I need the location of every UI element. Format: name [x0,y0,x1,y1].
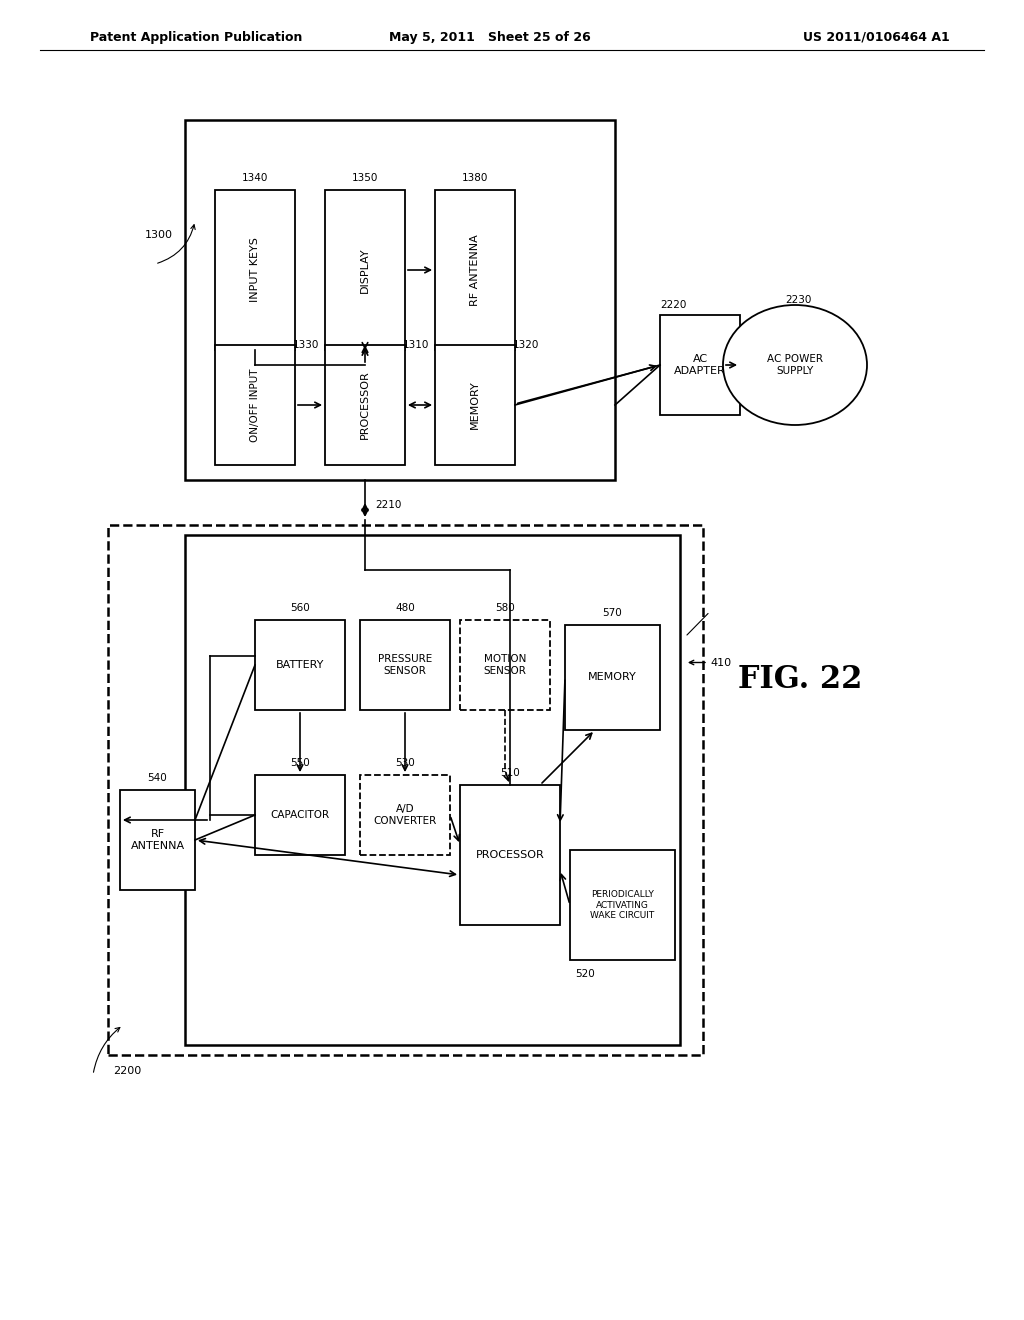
Text: 580: 580 [496,603,515,612]
Bar [360,775,450,855]
Text: 480: 480 [395,603,415,612]
Text: 2220: 2220 [660,300,686,310]
Text: RF ANTENNA: RF ANTENNA [470,234,480,306]
Text: 2230: 2230 [785,294,811,305]
Text: 1310: 1310 [403,341,429,350]
Text: 2200: 2200 [113,1067,141,1076]
Text: FIG. 22: FIG. 22 [738,664,862,696]
Bar [325,345,406,465]
Text: 2210: 2210 [375,500,401,510]
Text: CAPACITOR: CAPACITOR [270,810,330,820]
Bar [108,525,703,1055]
Text: 1340: 1340 [242,173,268,183]
Text: 1330: 1330 [293,341,319,350]
Text: MEMORY: MEMORY [588,672,637,682]
Text: 1380: 1380 [462,173,488,183]
Text: 570: 570 [603,609,623,618]
Text: 550: 550 [290,758,310,768]
Bar [360,620,450,710]
Bar [660,315,740,414]
Text: 560: 560 [290,603,310,612]
Text: 540: 540 [147,774,167,783]
Text: BATTERY: BATTERY [275,660,325,671]
Text: Patent Application Publication: Patent Application Publication [90,30,302,44]
Text: May 5, 2011   Sheet 25 of 26: May 5, 2011 Sheet 25 of 26 [389,30,591,44]
Text: DISPLAY: DISPLAY [360,247,370,293]
Text: US 2011/0106464 A1: US 2011/0106464 A1 [803,30,950,44]
Text: PRESSURE
SENSOR: PRESSURE SENSOR [378,655,432,676]
Bar [460,620,550,710]
Text: MEMORY: MEMORY [470,380,480,429]
Bar [255,620,345,710]
Bar [435,190,515,350]
Bar [185,120,615,480]
Bar [460,785,560,925]
Text: 510: 510 [500,768,520,777]
Text: AC POWER
SUPPLY: AC POWER SUPPLY [767,354,823,376]
Text: 520: 520 [575,969,595,979]
Text: RF
ANTENNA: RF ANTENNA [130,829,184,851]
Text: PROCESSOR: PROCESSOR [360,371,370,440]
Bar [570,850,675,960]
Text: 1350: 1350 [352,173,378,183]
Text: 410: 410 [710,657,731,668]
Bar [325,190,406,350]
Bar [185,535,680,1045]
Bar [255,775,345,855]
Text: AC
ADAPTER: AC ADAPTER [674,354,726,376]
Bar [120,789,195,890]
Text: MOTION
SENSOR: MOTION SENSOR [483,655,526,676]
Bar [565,624,660,730]
Text: ON/OFF INPUT: ON/OFF INPUT [250,368,260,442]
Text: PERIODICALLY
ACTIVATING
WAKE CIRCUIT: PERIODICALLY ACTIVATING WAKE CIRCUIT [591,890,654,920]
Text: INPUT KEYS: INPUT KEYS [250,238,260,302]
Bar [215,345,295,465]
Ellipse shape [723,305,867,425]
Text: A/D
CONVERTER: A/D CONVERTER [374,804,436,826]
Text: 1320: 1320 [513,341,540,350]
Text: 1300: 1300 [145,230,173,240]
Bar [435,345,515,465]
Bar [215,190,295,350]
Text: PROCESSOR: PROCESSOR [475,850,545,861]
Text: 530: 530 [395,758,415,768]
